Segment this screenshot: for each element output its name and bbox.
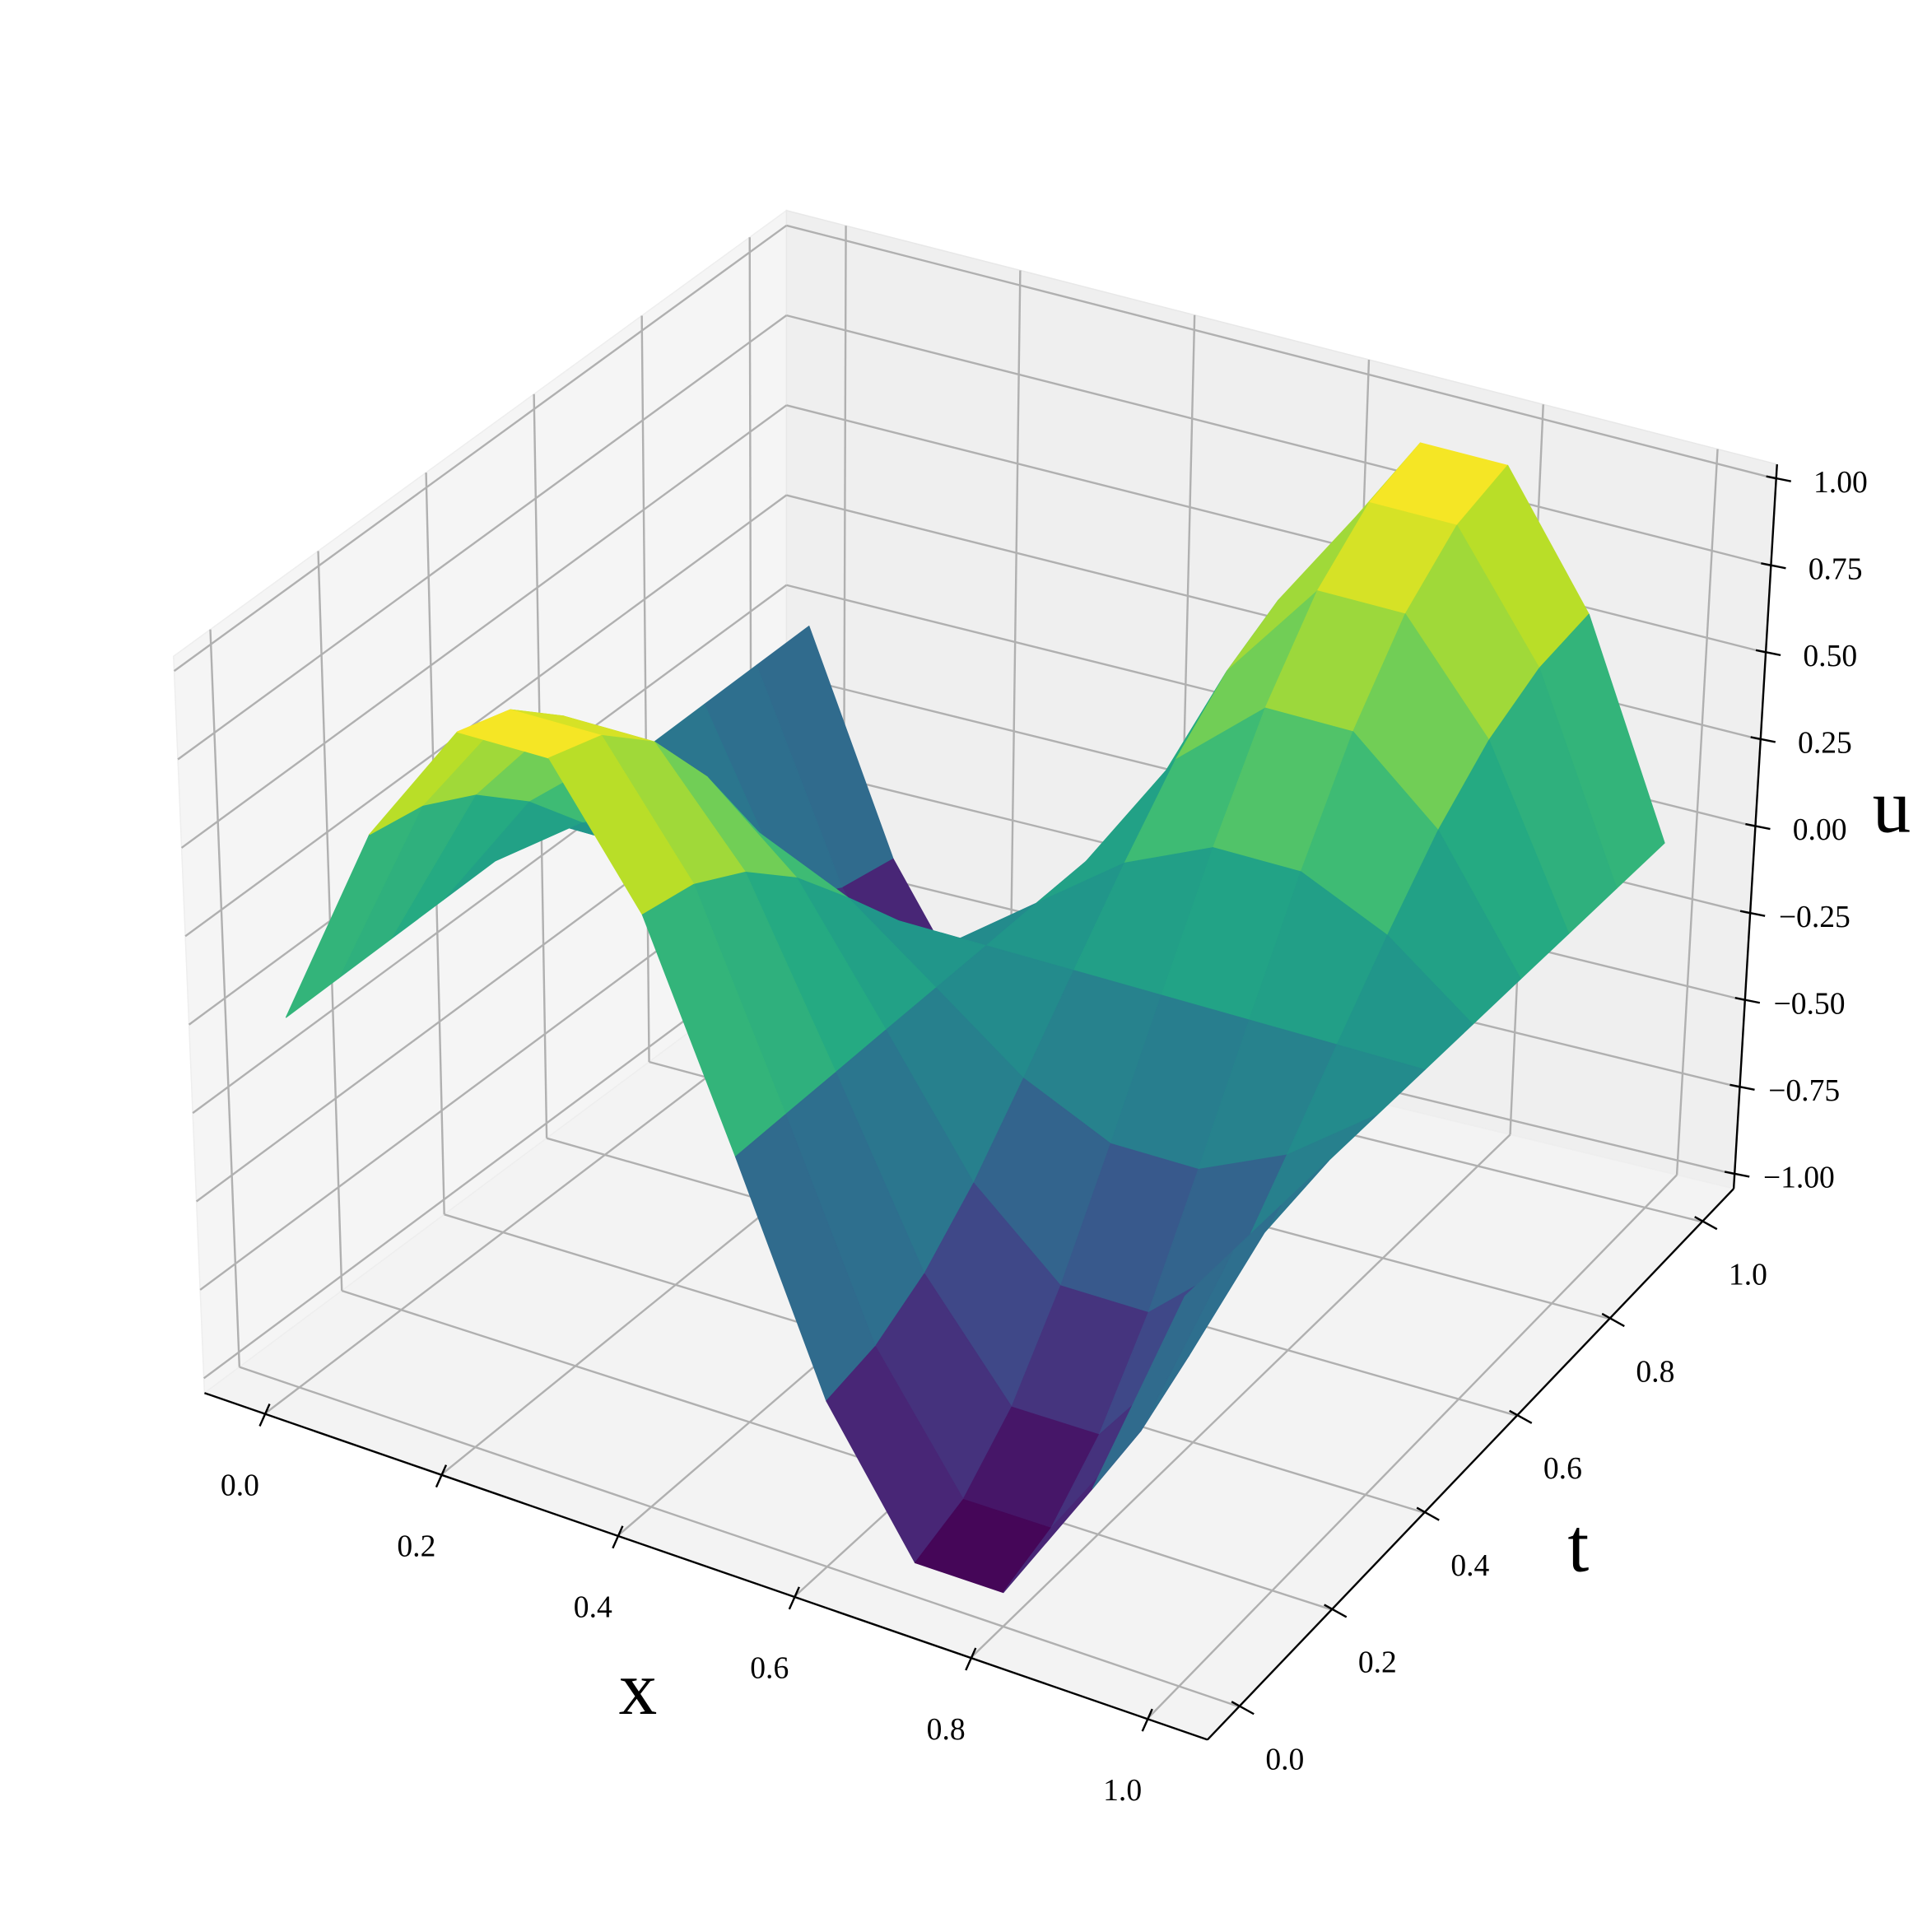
grid-line [1146,1174,1678,1720]
t-tick [1416,1506,1440,1521]
grid-line [239,1366,1240,1708]
surface [285,442,1665,1594]
x-tick [965,1647,977,1671]
t-tick-label: 1.0 [1729,1258,1767,1292]
u-tick [1745,822,1771,831]
u-tick-label: −0.50 [1774,986,1846,1021]
u-tick [1750,736,1776,743]
u-axis-label: u [1873,764,1911,849]
u-tick-label: −1.00 [1763,1161,1835,1195]
t-axis-line [1206,1188,1734,1741]
x-tick-label: 0.6 [750,1651,789,1686]
t-tick [1601,1312,1625,1328]
x-tick-label: 0.0 [221,1468,259,1502]
u-tick [1761,562,1786,570]
grid-line [786,224,1776,480]
t-tick-label: 0.8 [1636,1354,1674,1389]
t-tick-label: 0.6 [1543,1451,1582,1486]
x-tick [612,1525,624,1549]
x-axis-line [204,1392,1208,1741]
u-tick-label: 0.50 [1803,639,1857,673]
u-tick [1766,475,1791,482]
grid-line [970,1134,1511,1659]
u-tick-label: −0.75 [1768,1073,1840,1108]
u-tick [1739,910,1766,917]
grid-line [173,224,788,673]
grid-line [180,404,788,849]
axes: 0.0 0.2 0.4 0.6 0.8 1.0 0.0 0.2 0.4 0.6 0.8 1.0 −1.0… [204,464,1911,1808]
u-tick-label: 0.00 [1793,812,1847,847]
x-tick-label: 0.4 [574,1590,612,1625]
x-tick-label: 0.2 [397,1529,435,1563]
u-tick-label: 0.75 [1809,552,1863,586]
t-tick-label: 0.0 [1265,1743,1304,1777]
x-tick-label: 1.0 [1103,1773,1142,1808]
x-tick [788,1586,800,1610]
u-tick [1729,1083,1755,1092]
u-tick [1755,649,1781,657]
t-axis-label: t [1567,1503,1589,1588]
x-tick [1141,1708,1153,1732]
t-tick-label: 0.4 [1450,1548,1489,1583]
x-tick [435,1464,448,1488]
surface-patch [1092,1250,1234,1489]
u-tick-label: −0.25 [1779,900,1851,934]
u-tick-label: 1.00 [1813,465,1868,500]
grid-line [786,314,1771,567]
grid-line [786,404,1767,654]
grid-line [177,314,788,761]
t-tick [1231,1701,1255,1715]
t-tick-label: 0.2 [1358,1646,1397,1680]
t-tick [1324,1604,1348,1618]
u-tick [1724,1171,1750,1178]
x-tick-label: 0.8 [927,1712,966,1747]
grid-line [341,1289,1333,1611]
grid-line [184,494,788,938]
x-tick [258,1403,271,1427]
u-tick [1734,997,1761,1004]
u-tick-label: 0.25 [1798,726,1852,761]
t-tick [1509,1409,1533,1424]
t-tick [1694,1216,1718,1231]
x-axis-label: x [619,1646,658,1731]
